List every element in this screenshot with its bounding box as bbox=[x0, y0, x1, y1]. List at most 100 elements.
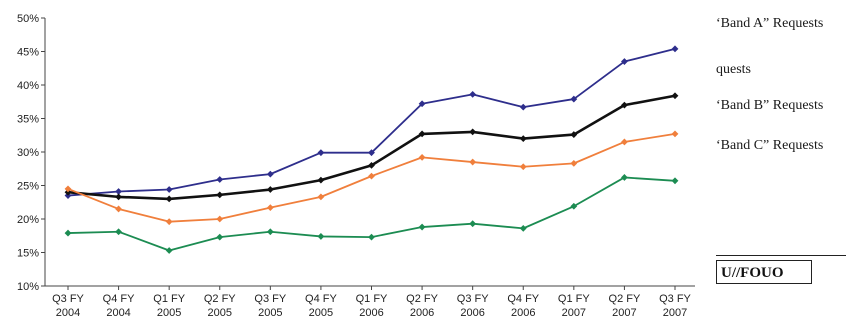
x-tick-label-line2: 2006 bbox=[410, 307, 434, 319]
marking-divider bbox=[716, 255, 846, 256]
x-tick-label-line1: Q4 FY bbox=[507, 293, 539, 305]
data-point-marker bbox=[418, 100, 426, 108]
data-point-marker bbox=[165, 186, 173, 193]
data-point-marker bbox=[368, 172, 375, 180]
data-point-marker bbox=[671, 177, 679, 185]
line-chart: 10% 15% 20% 25% 30% 35% 40% 45% 50% Q3 FY 2004 Q4 F… bbox=[17, 13, 695, 319]
x-tick-label-line1: Q4 FY bbox=[103, 293, 135, 305]
data-point-marker bbox=[570, 95, 578, 103]
data-point-marker bbox=[418, 130, 426, 138]
data-point-marker bbox=[317, 149, 325, 157]
data-point-marker bbox=[317, 233, 325, 240]
data-point-marker bbox=[115, 205, 122, 213]
data-point-marker bbox=[418, 223, 426, 231]
x-tick-label-line2: 2004 bbox=[106, 307, 130, 319]
x-tick-label-line1: Q3 FY bbox=[254, 293, 286, 305]
data-point-marker bbox=[165, 218, 173, 226]
data-point-marker bbox=[266, 228, 274, 236]
y-tick-label: 40% bbox=[17, 80, 39, 92]
data-point-marker bbox=[115, 228, 122, 236]
data-point-marker bbox=[570, 131, 578, 138]
data-point-marker bbox=[115, 193, 122, 201]
x-tick-label-line2: 2005 bbox=[157, 307, 181, 319]
x-tick-label-line2: 2006 bbox=[511, 307, 535, 319]
data-point-marker bbox=[266, 186, 274, 193]
data-point-marker bbox=[469, 220, 477, 228]
legend-label-band-c: ‘Band C” Requests bbox=[716, 138, 824, 153]
y-tick-label: 25% bbox=[17, 181, 39, 193]
data-point-marker bbox=[216, 176, 224, 183]
x-tick-label-line1: Q4 FY bbox=[305, 293, 337, 305]
x-tick-label-line2: 2004 bbox=[56, 307, 80, 319]
data-point-marker bbox=[519, 224, 527, 232]
legend-label-band-a: ‘Band A” Requests bbox=[716, 16, 824, 31]
y-tick-label: 15% bbox=[17, 248, 39, 260]
data-point-marker bbox=[621, 101, 628, 109]
x-tick-label-line2: 2007 bbox=[562, 307, 586, 319]
data-point-marker bbox=[64, 229, 72, 237]
y-tick-label: 30% bbox=[17, 147, 39, 159]
legend-label-fragment: quests bbox=[716, 62, 751, 77]
classification-marking: U//FOUO bbox=[716, 260, 812, 284]
data-point-marker bbox=[469, 158, 477, 166]
y-tick-label: 50% bbox=[17, 13, 39, 25]
series-4 bbox=[64, 174, 679, 254]
data-point-marker bbox=[469, 90, 477, 98]
data-point-marker bbox=[671, 45, 679, 53]
data-point-marker bbox=[621, 174, 628, 181]
data-point-marker bbox=[671, 92, 679, 100]
series-2 bbox=[64, 92, 679, 203]
data-point-marker bbox=[64, 185, 72, 193]
series-group bbox=[64, 45, 679, 254]
x-tick-label-line2: 2007 bbox=[663, 307, 687, 319]
x-tick-label-line2: 2005 bbox=[309, 307, 333, 319]
series-1 bbox=[64, 45, 679, 199]
data-point-marker bbox=[266, 204, 274, 212]
data-point-marker bbox=[317, 176, 325, 184]
x-tick-label-line1: Q2 FY bbox=[406, 293, 438, 305]
data-point-marker bbox=[621, 138, 628, 146]
data-point-marker bbox=[165, 247, 173, 254]
tick-labels: 10% 15% 20% 25% 30% 35% 40% 45% 50% Q3 FY 2004 Q4 F… bbox=[17, 13, 692, 319]
data-point-marker bbox=[266, 170, 274, 178]
data-point-marker bbox=[368, 233, 375, 241]
x-tick-label-line1: Q2 FY bbox=[204, 293, 236, 305]
series-line bbox=[67, 94, 676, 201]
x-tick-label-line1: Q1 FY bbox=[356, 293, 388, 305]
data-point-marker bbox=[368, 149, 375, 157]
x-tick-label-line1: Q2 FY bbox=[609, 293, 641, 305]
data-point-marker bbox=[115, 188, 122, 195]
data-point-marker bbox=[519, 103, 527, 111]
x-tick-label-line2: 2007 bbox=[612, 307, 636, 319]
data-point-marker bbox=[570, 202, 578, 210]
data-point-marker bbox=[216, 191, 224, 199]
data-point-marker bbox=[216, 215, 224, 223]
x-tick-label-line1: Q3 FY bbox=[457, 293, 489, 305]
data-point-marker bbox=[317, 193, 325, 201]
x-tick-label-line2: 2006 bbox=[460, 307, 484, 319]
y-tick-label: 35% bbox=[17, 114, 39, 126]
x-tick-label-line1: Q3 FY bbox=[659, 293, 691, 305]
data-point-marker bbox=[621, 58, 628, 65]
data-point-marker bbox=[418, 153, 426, 161]
data-point-marker bbox=[165, 195, 173, 203]
y-tick-label: 10% bbox=[17, 281, 39, 293]
data-point-marker bbox=[368, 162, 375, 169]
data-point-marker bbox=[216, 233, 224, 241]
x-tick-label-line2: 2005 bbox=[208, 307, 232, 319]
y-tick-label: 45% bbox=[17, 47, 39, 59]
x-tick-label-line1: Q1 FY bbox=[153, 293, 185, 305]
data-point-marker bbox=[469, 128, 477, 136]
data-point-marker bbox=[519, 135, 527, 142]
x-tick-label-line2: 2006 bbox=[359, 307, 383, 319]
series-3 bbox=[64, 130, 679, 226]
axes bbox=[41, 17, 695, 290]
y-tick-label: 20% bbox=[17, 214, 39, 226]
data-point-marker bbox=[570, 159, 578, 167]
legend-label-band-b: ‘Band B” Requests bbox=[716, 98, 824, 113]
data-point-marker bbox=[671, 130, 679, 138]
x-tick-label-line1: Q3 FY bbox=[52, 293, 84, 305]
x-tick-label-line2: 2005 bbox=[258, 307, 282, 319]
data-point-marker bbox=[519, 163, 527, 171]
